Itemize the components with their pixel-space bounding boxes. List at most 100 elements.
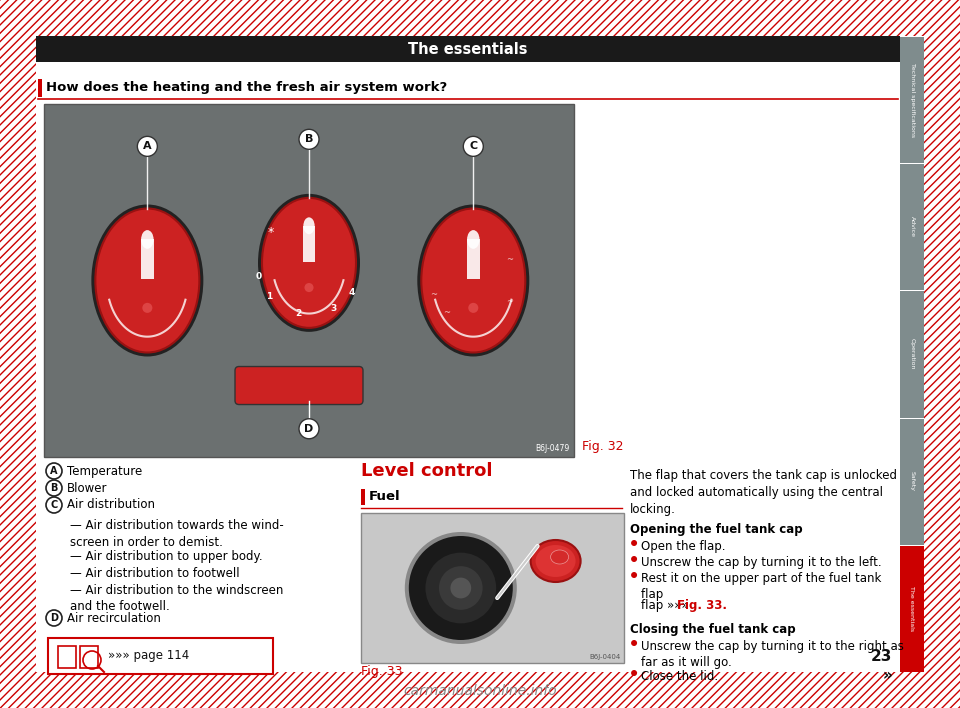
Text: Fuel: Fuel xyxy=(369,491,400,503)
Bar xyxy=(0,36,36,672)
Text: C: C xyxy=(50,500,58,510)
Bar xyxy=(141,239,154,279)
Ellipse shape xyxy=(262,198,356,328)
Text: Level control: Level control xyxy=(361,462,492,480)
Text: A: A xyxy=(143,142,152,152)
Text: — Air distribution to the windscreen
and the footwell.: — Air distribution to the windscreen and… xyxy=(70,584,283,614)
Text: »: » xyxy=(882,668,892,683)
Text: B6J-0404: B6J-0404 xyxy=(589,654,621,660)
Circle shape xyxy=(631,572,637,578)
Circle shape xyxy=(468,303,478,313)
Text: 3: 3 xyxy=(330,304,337,313)
Circle shape xyxy=(450,578,471,598)
Text: Air recirculation: Air recirculation xyxy=(67,612,161,624)
Text: 1: 1 xyxy=(266,292,273,301)
Ellipse shape xyxy=(468,230,480,249)
Bar xyxy=(36,36,900,62)
Bar xyxy=(48,638,273,674)
Ellipse shape xyxy=(303,217,315,234)
Text: Unscrew the cap by turning it to the right as
far as it will go.: Unscrew the cap by turning it to the rig… xyxy=(641,640,904,669)
Text: ~: ~ xyxy=(506,297,514,306)
Text: Air distribution: Air distribution xyxy=(67,498,155,511)
Bar xyxy=(900,546,924,672)
Bar xyxy=(900,37,924,164)
Text: Opening the fuel tank cap: Opening the fuel tank cap xyxy=(630,523,803,536)
Text: B: B xyxy=(50,483,58,493)
Text: Fig. 32: Fig. 32 xyxy=(582,440,623,453)
Bar xyxy=(0,36,36,672)
Text: 0: 0 xyxy=(255,272,262,281)
Text: A: A xyxy=(50,466,58,476)
Ellipse shape xyxy=(95,208,200,353)
Bar xyxy=(924,36,960,672)
Text: The essentials: The essentials xyxy=(408,42,528,57)
Text: ~: ~ xyxy=(430,290,438,299)
Bar xyxy=(36,36,924,672)
Ellipse shape xyxy=(137,137,157,156)
Ellipse shape xyxy=(418,205,529,357)
Bar xyxy=(900,292,924,418)
Text: Open the flap.: Open the flap. xyxy=(641,540,726,553)
Circle shape xyxy=(631,556,637,562)
Circle shape xyxy=(631,670,637,676)
Circle shape xyxy=(299,418,319,439)
Text: ~: ~ xyxy=(506,255,514,264)
Circle shape xyxy=(142,303,153,313)
Circle shape xyxy=(631,540,637,546)
Text: Unscrew the cap by turning it to the left.: Unscrew the cap by turning it to the lef… xyxy=(641,556,881,569)
Ellipse shape xyxy=(258,194,360,332)
Bar xyxy=(58,646,76,668)
Text: The essentials: The essentials xyxy=(909,586,915,631)
Text: Technical specifications: Technical specifications xyxy=(909,62,915,137)
Circle shape xyxy=(405,532,516,644)
Text: 2: 2 xyxy=(295,309,301,318)
Text: — Air distribution to upper body.: — Air distribution to upper body. xyxy=(70,550,263,563)
Text: — Air distribution towards the wind-
screen in order to demist.: — Air distribution towards the wind- scr… xyxy=(70,519,284,549)
Ellipse shape xyxy=(551,550,568,564)
Bar xyxy=(0,672,960,708)
Circle shape xyxy=(304,283,314,292)
Circle shape xyxy=(439,566,483,610)
Text: 23: 23 xyxy=(871,649,892,664)
Bar xyxy=(361,513,624,663)
Ellipse shape xyxy=(141,230,154,249)
Bar xyxy=(900,418,924,544)
Ellipse shape xyxy=(536,545,576,577)
FancyBboxPatch shape xyxy=(235,367,363,404)
Ellipse shape xyxy=(421,208,525,353)
Text: Closing the fuel tank cap: Closing the fuel tank cap xyxy=(630,623,796,636)
Text: B6J-0479: B6J-0479 xyxy=(536,444,570,453)
Text: The flap that covers the tank cap is unlocked
and locked automatically using the: The flap that covers the tank cap is unl… xyxy=(630,469,897,516)
Text: How does the heating and the fresh air system work?: How does the heating and the fresh air s… xyxy=(46,81,447,94)
Text: Temperature: Temperature xyxy=(67,464,142,477)
Bar xyxy=(361,489,365,505)
Bar xyxy=(44,104,574,457)
Circle shape xyxy=(631,640,637,646)
Text: Operation: Operation xyxy=(909,338,915,370)
Bar xyxy=(0,0,960,36)
Text: C: C xyxy=(469,142,477,152)
Ellipse shape xyxy=(91,205,204,357)
Ellipse shape xyxy=(464,137,483,156)
Text: flap »»»: flap »»» xyxy=(641,599,692,612)
Text: D: D xyxy=(50,613,58,623)
Text: D: D xyxy=(304,424,314,434)
Text: *: * xyxy=(268,227,275,239)
Bar xyxy=(303,226,315,261)
Text: Rest it on the upper part of the fuel tank
flap: Rest it on the upper part of the fuel ta… xyxy=(641,572,881,601)
Text: Fig. 33.: Fig. 33. xyxy=(677,599,727,612)
Bar xyxy=(468,239,480,279)
Text: Fig. 33: Fig. 33 xyxy=(361,665,402,678)
Bar xyxy=(900,164,924,290)
Text: Advice: Advice xyxy=(909,217,915,237)
Bar xyxy=(80,646,98,668)
Text: Blower: Blower xyxy=(67,481,108,494)
Ellipse shape xyxy=(299,130,319,149)
Text: Close the lid.: Close the lid. xyxy=(641,670,718,683)
Text: — Air distribution to footwell: — Air distribution to footwell xyxy=(70,567,240,580)
Bar xyxy=(0,0,960,36)
Circle shape xyxy=(425,553,496,623)
Text: B: B xyxy=(305,135,313,144)
Text: carmanualsonline.info: carmanualsonline.info xyxy=(403,684,557,698)
Text: 4: 4 xyxy=(348,288,355,297)
